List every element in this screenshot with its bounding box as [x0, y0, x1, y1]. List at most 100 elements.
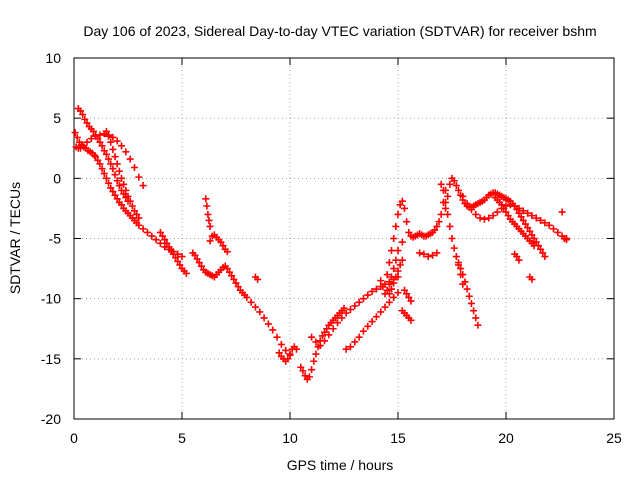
- x-tick-label: 20: [498, 430, 514, 446]
- data-point: [130, 207, 138, 215]
- chart-title: Day 106 of 2023, Sidereal Day-to-day VTE…: [83, 23, 596, 39]
- x-tick-label: 10: [282, 430, 298, 446]
- data-point: [152, 236, 160, 244]
- data-point: [390, 265, 398, 273]
- data-point: [105, 155, 113, 163]
- data-point: [346, 305, 354, 313]
- y-axis-label: SDTVAR / TECUs: [7, 182, 23, 294]
- data-point: [463, 285, 471, 293]
- data-point: [526, 227, 534, 235]
- data-point: [118, 174, 126, 182]
- data-point: [532, 238, 540, 246]
- data-point: [223, 265, 231, 273]
- data-point: [292, 345, 300, 353]
- data-point: [355, 333, 363, 341]
- data-point: [100, 170, 108, 178]
- data-point: [273, 333, 281, 341]
- data-point: [394, 289, 402, 297]
- axis-ticks: [73, 57, 615, 420]
- data-point: [102, 127, 110, 135]
- data-point: [284, 355, 292, 363]
- data-point: [232, 279, 240, 287]
- data-point: [444, 210, 452, 218]
- data-point: [398, 256, 406, 264]
- data-point: [405, 228, 413, 236]
- data-point: [251, 303, 259, 311]
- data-point: [454, 259, 462, 267]
- data-point: [219, 242, 227, 250]
- y-tick-label: -5: [49, 231, 62, 247]
- data-point: [120, 190, 128, 198]
- data-point: [338, 314, 346, 322]
- data-point: [388, 247, 396, 255]
- data-point: [318, 332, 326, 340]
- data-point: [470, 307, 478, 315]
- data-point: [98, 142, 106, 150]
- data-point: [105, 132, 113, 140]
- data-point: [340, 304, 348, 312]
- data-point: [437, 180, 445, 188]
- data-point: [524, 209, 532, 217]
- x-tick-label: 15: [390, 430, 406, 446]
- data-point: [459, 271, 467, 279]
- data-point: [400, 286, 408, 294]
- data-point: [485, 214, 493, 222]
- data-point: [381, 290, 389, 298]
- data-point: [226, 268, 234, 276]
- data-point: [109, 133, 117, 141]
- data-point: [431, 226, 439, 234]
- data-point: [355, 298, 363, 306]
- data-point: [476, 214, 484, 222]
- data-point: [91, 151, 99, 159]
- data-point: [550, 225, 558, 233]
- data-point: [109, 145, 117, 153]
- data-point: [197, 262, 205, 270]
- data-point: [368, 318, 376, 326]
- data-point: [385, 259, 393, 267]
- data-point: [364, 322, 372, 330]
- data-point: [139, 182, 147, 190]
- data-point: [472, 210, 480, 218]
- data-point: [256, 308, 264, 316]
- data-point: [433, 249, 441, 257]
- data-point: [403, 290, 411, 298]
- data-point: [135, 214, 143, 222]
- data-point: [109, 165, 117, 173]
- data-point: [305, 373, 313, 381]
- data-point: [223, 248, 231, 256]
- data-point: [254, 275, 262, 283]
- data-point: [390, 279, 398, 287]
- data-point: [392, 256, 400, 264]
- y-tick-label: 5: [53, 110, 61, 126]
- data-point: [143, 228, 151, 236]
- data-point: [454, 186, 462, 194]
- data-point: [113, 137, 121, 145]
- data-point: [515, 204, 523, 212]
- data-point: [442, 204, 450, 212]
- data-point: [205, 216, 213, 224]
- data-point: [321, 337, 329, 345]
- data-point: [282, 346, 290, 354]
- data-point: [407, 316, 415, 324]
- data-point: [474, 321, 482, 329]
- data-point: [161, 236, 169, 244]
- data-point: [135, 173, 143, 181]
- data-point: [176, 261, 184, 269]
- data-point: [133, 210, 141, 218]
- data-point: [392, 222, 400, 230]
- data-point: [377, 277, 385, 285]
- data-point: [450, 244, 458, 252]
- y-tick-labels: -20 -15 -10 -5 0 5 10: [41, 50, 61, 427]
- x-tick-label: 0: [70, 430, 78, 446]
- data-point: [400, 204, 408, 212]
- data-point: [264, 320, 272, 328]
- data-point: [439, 186, 447, 194]
- data-point: [217, 238, 225, 246]
- data-point: [163, 239, 171, 247]
- data-point: [480, 215, 488, 223]
- data-point: [394, 267, 402, 275]
- data-point: [524, 224, 532, 232]
- data-point: [73, 133, 81, 141]
- data-point: [398, 238, 406, 246]
